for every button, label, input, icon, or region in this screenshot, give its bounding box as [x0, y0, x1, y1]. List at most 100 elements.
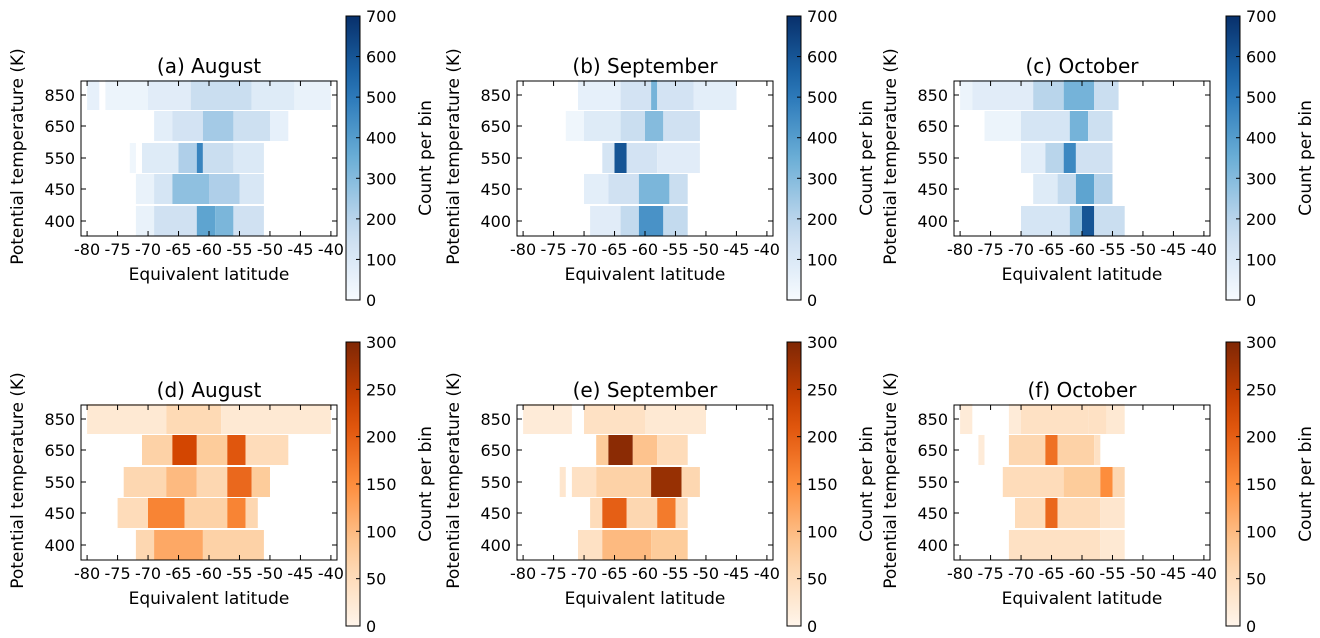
x-tick-label: -60: [632, 564, 658, 583]
heatmap-cells: [87, 404, 331, 560]
heatmap-cell: [590, 498, 603, 528]
heatmap-cell: [1088, 111, 1113, 141]
heatmap-cell: [1088, 404, 1107, 434]
heatmap-cell: [1057, 498, 1101, 528]
x-tick-label: -45: [723, 564, 749, 583]
colorbar-tick-label: 250: [807, 380, 838, 399]
x-tick-label: -40: [754, 564, 780, 583]
heatmap-cell: [1075, 174, 1095, 204]
x-tick-label: -55: [226, 240, 252, 259]
colorbar-tick-label: 0: [1246, 291, 1256, 310]
colorbar-tick-label: 0: [1246, 617, 1256, 634]
y-tick-label: 650: [44, 117, 75, 136]
heatmap-cell: [984, 111, 1022, 141]
y-axis-label: Potential temperature (K): [8, 372, 28, 589]
heatmap-cell: [602, 143, 615, 173]
x-tick-label: -55: [662, 240, 688, 259]
heatmap-cell: [1008, 435, 1046, 465]
colorbar-tick-label: 500: [1246, 88, 1277, 107]
y-tick-label: 650: [917, 441, 948, 460]
colorbar-tick-label: 150: [807, 475, 838, 494]
heatmap-cell: [523, 404, 572, 434]
y-axis-label: Potential temperature (K): [444, 48, 464, 265]
heatmap-cell: [154, 174, 173, 204]
heatmap-cell: [1063, 143, 1076, 173]
y-tick-label: 850: [44, 86, 75, 105]
heatmap-cell: [651, 467, 682, 497]
heatmap-cell: [1106, 404, 1125, 434]
heatmap-cell: [196, 206, 216, 236]
heatmap-cell: [608, 435, 633, 465]
x-tick-label: -70: [135, 564, 161, 583]
colorbar-tick-label: 500: [807, 88, 838, 107]
colorbar-tick-label: 300: [807, 333, 838, 352]
colorbar-tick-label: 700: [807, 7, 838, 26]
heatmap-cell: [1033, 174, 1058, 204]
colorbar-label: Count per bin: [416, 100, 436, 216]
colorbar-tick-label: 250: [366, 380, 397, 399]
colorbar-tick-label: 0: [807, 617, 817, 634]
heatmap-cell: [978, 435, 985, 465]
panel-title: (d) August: [157, 378, 262, 402]
colorbar-tick-label: 400: [366, 129, 397, 148]
heatmap-cell: [1015, 498, 1046, 528]
x-tick-label: -40: [318, 564, 344, 583]
heatmap-cell: [1082, 206, 1095, 236]
y-tick-label: 400: [480, 536, 511, 555]
heatmap-cell: [172, 174, 209, 204]
x-tick-label: -45: [287, 240, 313, 259]
heatmap-cell: [142, 143, 179, 173]
x-tick-label: -55: [1099, 564, 1125, 583]
x-tick-label: -65: [601, 240, 627, 259]
heatmap-cell: [202, 530, 264, 560]
x-tick-label: -65: [1038, 240, 1064, 259]
heatmap-cell: [87, 404, 167, 434]
heatmap-cell: [245, 435, 289, 465]
heatmap-cell: [1094, 80, 1119, 110]
panel-5: -80 -75 -70 -65 -60 -55 -50 -45 -40 400 450 550 650 8…: [444, 333, 877, 636]
heatmap-cell: [154, 206, 197, 236]
colorbar-tick-label: 400: [807, 129, 838, 148]
heatmap-cell: [251, 80, 295, 110]
heatmap-cell: [620, 206, 639, 236]
colorbar-tick-label: 200: [366, 428, 397, 447]
x-tick-label: -80: [74, 564, 100, 583]
colorbar-tick-label: 50: [807, 570, 827, 589]
y-tick-label: 400: [44, 536, 75, 555]
colorbar-tick-label: 0: [366, 291, 376, 310]
heatmap-cell: [196, 435, 228, 465]
heatmap-cell: [1094, 435, 1101, 465]
heatmap-cell: [1057, 174, 1076, 204]
colorbar-tick-label: 700: [1246, 7, 1277, 26]
colorbar-tick-label: 50: [1246, 570, 1266, 589]
heatmap-cell: [105, 80, 149, 110]
heatmap-cell: [135, 206, 155, 236]
colorbar-tick-label: 0: [807, 291, 817, 310]
y-axis-label: Potential temperature (K): [881, 372, 901, 589]
heatmap-cell: [590, 206, 621, 236]
heatmap-cell: [596, 467, 652, 497]
heatmap-cell: [1021, 143, 1046, 173]
colorbar-tick-label: 200: [1246, 428, 1277, 447]
heatmap-cell: [608, 174, 639, 204]
x-tick-label: -70: [571, 564, 597, 583]
x-axis-label: Equivalent latitude: [565, 589, 726, 609]
x-tick-label: -60: [196, 240, 222, 259]
x-tick-label: -70: [135, 240, 161, 259]
colorbar-label: Count per bin: [1296, 426, 1316, 542]
heatmap-cell: [233, 111, 270, 141]
y-tick-label: 850: [917, 86, 948, 105]
x-tick-label: -40: [318, 240, 344, 259]
heatmap-cell: [135, 530, 155, 560]
colorbar-tick-label: 150: [1246, 475, 1277, 494]
heatmap-cell: [596, 435, 609, 465]
heatmap-cell: [651, 530, 688, 560]
heatmap-cell: [632, 435, 658, 465]
colorbar: [345, 15, 361, 301]
x-tick-label: -80: [510, 240, 536, 259]
y-tick-label: 850: [480, 410, 511, 429]
heatmap-cell: [657, 143, 700, 173]
colorbar-tick-label: 100: [807, 522, 838, 541]
